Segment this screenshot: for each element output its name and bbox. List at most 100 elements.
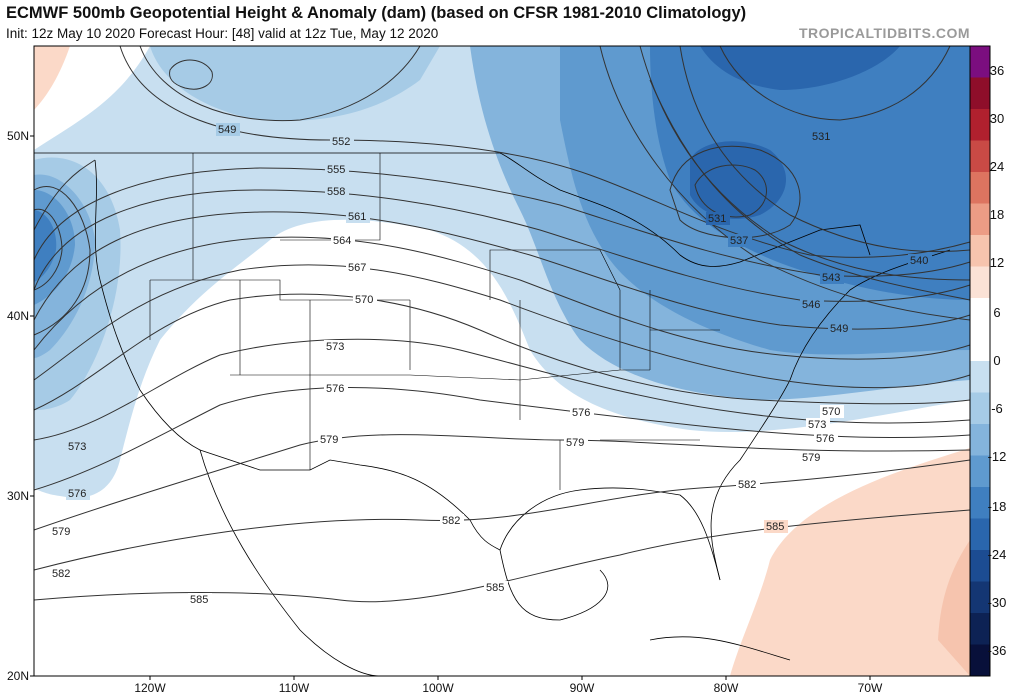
contour-540 — [679, 45, 971, 253]
colorbar — [969, 45, 991, 677]
lat-label-20n: 20N — [7, 669, 29, 683]
colorbar-label: -6 — [991, 401, 1003, 416]
contour-label-573: 573 — [66, 440, 90, 453]
contour-label-570: 570 — [353, 293, 377, 306]
boundaries — [34, 152, 951, 677]
svg-text:579: 579 — [802, 452, 820, 464]
contour-label-576: 576 — [324, 382, 348, 395]
map-subtitle: Init: 12z May 10 2020 Forecast Hour: [48… — [6, 26, 439, 41]
svg-text:585: 585 — [486, 582, 504, 594]
colorbar-label: -12 — [988, 449, 1007, 464]
colorbar-swatch — [970, 361, 990, 393]
contour-labels: 531 531 537 540 543 546 549 549 552 555 … — [50, 123, 932, 606]
colorbar-swatch — [970, 424, 990, 456]
svg-text:573: 573 — [808, 419, 826, 431]
low-west-inner — [33, 208, 63, 291]
map-title: ECMWF 500mb Geopotential Height & Anomal… — [6, 4, 747, 22]
us-mexico-border — [199, 449, 501, 551]
svg-text:582: 582 — [442, 515, 460, 527]
colorbar-label: 12 — [990, 255, 1004, 270]
contour-label-549: 549 — [216, 123, 240, 136]
colorbar-label: 18 — [990, 207, 1004, 222]
contour-label-582: 582 — [440, 514, 464, 527]
contour-label-585: 585 — [188, 593, 212, 606]
us-canada-border — [34, 152, 871, 267]
contour-582 — [33, 459, 971, 571]
lat-label-50n: 50N — [7, 129, 29, 143]
svg-text:552: 552 — [332, 136, 350, 148]
svg-text:579: 579 — [320, 434, 338, 446]
gulf-coast — [499, 487, 721, 581]
svg-text:576: 576 — [816, 433, 834, 445]
colorbar-swatch — [970, 581, 990, 614]
svg-text:573: 573 — [326, 341, 344, 353]
negative-anomaly-core-north — [700, 46, 900, 90]
contour-label-576: 576 — [570, 406, 594, 419]
contour-label-585: 585 — [764, 520, 788, 533]
colorbar-label: -18 — [988, 499, 1007, 514]
contour-555 — [33, 167, 971, 277]
colorbar-label: 36 — [990, 63, 1004, 78]
contour-label-537: 537 — [728, 234, 752, 247]
svg-text:570: 570 — [355, 294, 373, 306]
colorbar-swatch — [970, 140, 990, 173]
colorbar-swatch — [970, 109, 990, 141]
colorbar-swatch — [970, 613, 990, 645]
contour-570 — [33, 293, 971, 411]
colorbar-swatch — [970, 550, 990, 582]
colorbar-swatch — [970, 392, 990, 425]
colorbar-swatch — [970, 235, 990, 267]
colorbar-labels: 36 30 24 18 12 6 0 -6 -12 -18 -24 -30 -3… — [988, 63, 1007, 658]
contour-567 — [33, 264, 971, 389]
svg-text:531: 531 — [708, 213, 726, 225]
colorbar-swatch — [970, 455, 990, 488]
latitude-axis — [30, 135, 34, 677]
svg-text:585: 585 — [766, 521, 784, 533]
contour-label-555: 555 — [325, 163, 349, 176]
svg-text:570: 570 — [822, 406, 840, 418]
contour-579 — [33, 434, 971, 531]
mexico-outline — [199, 449, 381, 677]
svg-text:555: 555 — [327, 164, 345, 176]
lon-label-120w: 120W — [134, 681, 166, 695]
colorbar-swatch — [970, 46, 990, 78]
us-west-coast — [94, 159, 201, 451]
contour-label-579: 579 — [318, 433, 342, 446]
contour-label-573: 573 — [806, 418, 830, 431]
colorbar-frame — [969, 45, 991, 677]
contour-label-531: 531 — [810, 130, 834, 143]
positive-anomaly-atlantic — [730, 448, 970, 676]
contour-543 — [639, 45, 971, 281]
contour-label-579: 579 — [800, 451, 824, 464]
negative-anomaly-core-west — [34, 210, 57, 282]
contour-label-576: 576 — [814, 432, 838, 445]
colorbar-label: 24 — [990, 159, 1004, 174]
svg-text:531: 531 — [812, 131, 830, 143]
lon-label-90w: 90W — [570, 681, 595, 695]
svg-text:546: 546 — [802, 299, 820, 311]
contour-564 — [33, 236, 971, 360]
contour-label-552: 552 — [330, 135, 354, 148]
svg-text:576: 576 — [572, 407, 590, 419]
brand-watermark: TROPICALTIDBITS.COM — [798, 25, 970, 41]
svg-text:582: 582 — [738, 479, 756, 491]
contour-label-540: 540 — [908, 254, 932, 267]
contour-label-582: 582 — [736, 478, 760, 491]
yucatan-outline — [499, 549, 609, 621]
colorbar-swatch — [970, 487, 990, 519]
colorbar-swatch — [970, 172, 990, 204]
contour-label-567: 567 — [346, 261, 370, 274]
lon-label-100w: 100W — [422, 681, 454, 695]
colorbar-swatch — [970, 77, 990, 110]
colorbar-swatch — [970, 644, 990, 677]
positive-anomaly-northwest — [34, 46, 70, 110]
contour-576 — [33, 387, 971, 491]
state-lines — [149, 153, 720, 490]
low-west-outer — [33, 186, 91, 336]
negative-anomaly-core — [690, 141, 787, 219]
height-contours — [33, 45, 971, 603]
negative-anomaly-mid-east — [150, 46, 440, 121]
svg-text:573: 573 — [68, 441, 86, 453]
svg-text:558: 558 — [327, 186, 345, 198]
